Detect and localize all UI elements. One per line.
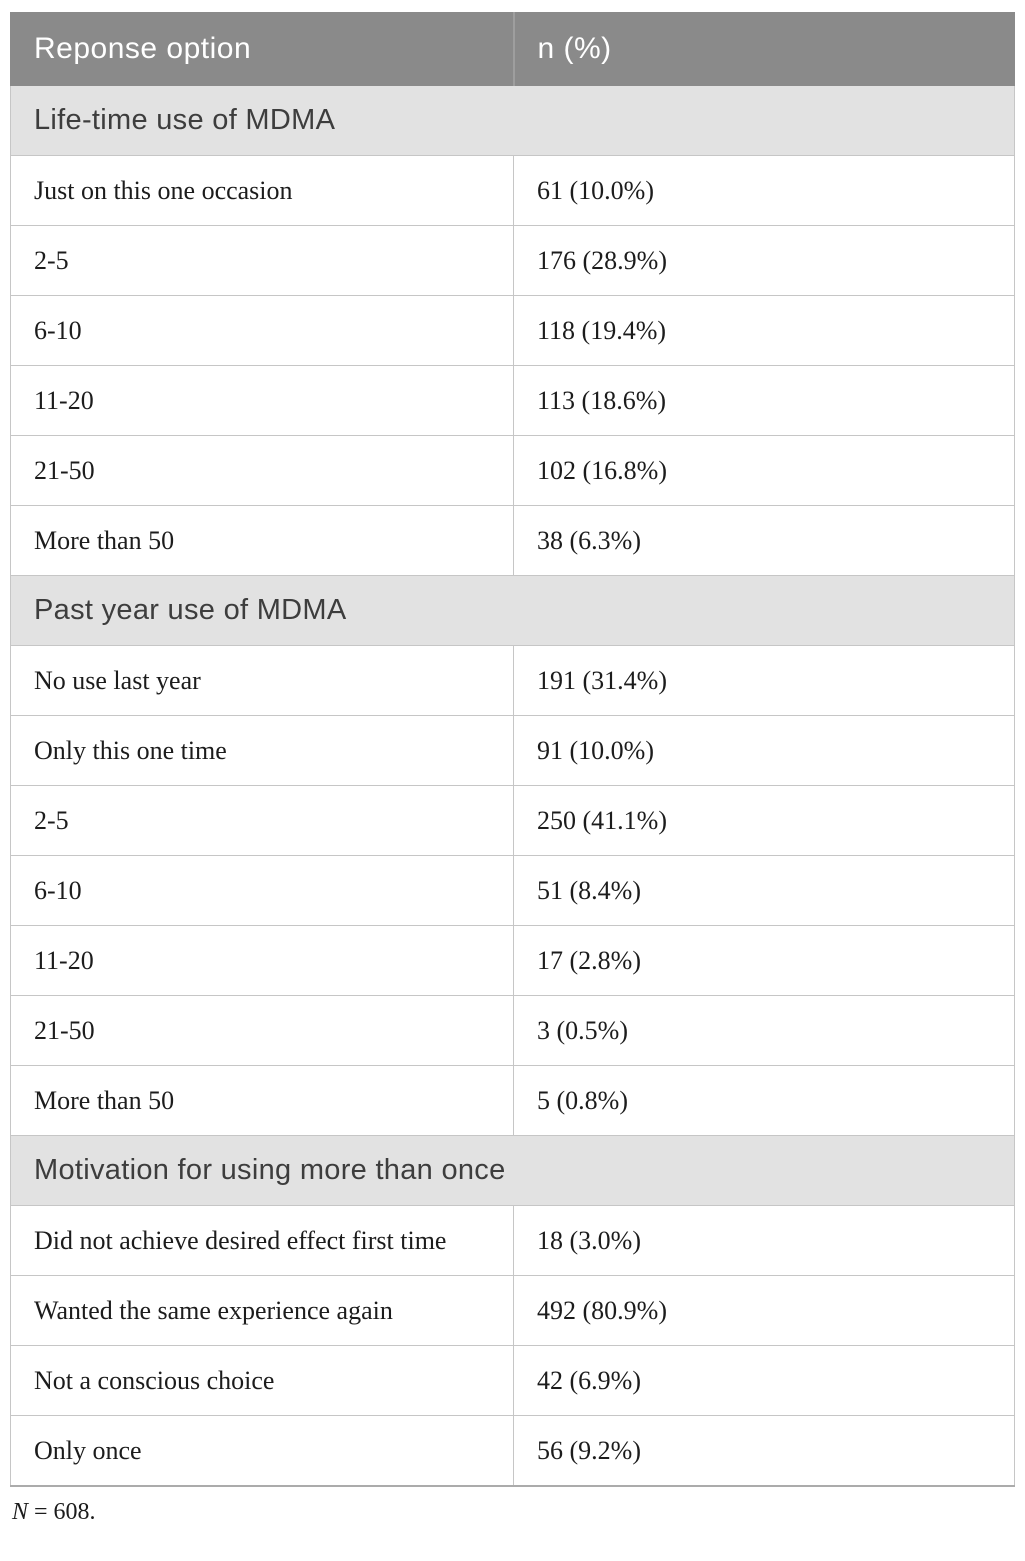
footnote-n-symbol: N [12, 1499, 29, 1525]
row-label: 6-10 [10, 855, 514, 926]
row-label: 11-20 [10, 925, 514, 996]
row-label: 11-20 [10, 365, 514, 436]
row-label: 21-50 [10, 435, 514, 506]
row-label: Only once [10, 1415, 514, 1487]
table-row: Only once 56 (9.2%) [10, 1415, 1015, 1487]
section-title: Motivation for using more than once [10, 1135, 1015, 1206]
table-row: 11-20 113 (18.6%) [10, 365, 1015, 436]
row-label: Not a conscious choice [10, 1345, 514, 1416]
row-value: 102 (16.8%) [513, 435, 1015, 506]
mdma-use-frequency-table-wrap: Reponse option n (%) Life-time use of MD… [10, 12, 1015, 1487]
table-row: 11-20 17 (2.8%) [10, 925, 1015, 996]
table-row: Not a conscious choice 42 (6.9%) [10, 1345, 1015, 1416]
row-label: Wanted the same experience again [10, 1275, 514, 1346]
row-label: More than 50 [10, 1065, 514, 1136]
row-value: 492 (80.9%) [513, 1275, 1015, 1346]
column-header-response-option: Reponse option [10, 12, 515, 86]
table-row: Only this one time 91 (10.0%) [10, 715, 1015, 786]
table-row: 6-10 51 (8.4%) [10, 855, 1015, 926]
table-row: 21-50 3 (0.5%) [10, 995, 1015, 1066]
row-value: 17 (2.8%) [513, 925, 1015, 996]
row-value: 3 (0.5%) [513, 995, 1015, 1066]
row-label: 21-50 [10, 995, 514, 1066]
row-value: 51 (8.4%) [513, 855, 1015, 926]
table-row: Did not achieve desired effect first tim… [10, 1205, 1015, 1276]
table-row: 6-10 118 (19.4%) [10, 295, 1015, 366]
row-value: 38 (6.3%) [513, 505, 1015, 576]
section-header-lifetime-use: Life-time use of MDMA [10, 85, 1015, 156]
section-title: Past year use of MDMA [10, 575, 1015, 646]
section-header-past-year-use: Past year use of MDMA [10, 575, 1015, 646]
table-row: 2-5 250 (41.1%) [10, 785, 1015, 856]
table-header-row: Reponse option n (%) [10, 12, 1015, 86]
row-value: 113 (18.6%) [513, 365, 1015, 436]
row-label: 2-5 [10, 225, 514, 296]
table-row: More than 50 38 (6.3%) [10, 505, 1015, 576]
row-label: No use last year [10, 645, 514, 716]
mdma-use-frequency-table: Reponse option n (%) Life-time use of MD… [10, 12, 1015, 1487]
table-row: Wanted the same experience again 492 (80… [10, 1275, 1015, 1346]
table-row: 21-50 102 (16.8%) [10, 435, 1015, 506]
row-value: 91 (10.0%) [513, 715, 1015, 786]
row-label: 2-5 [10, 785, 514, 856]
row-label: More than 50 [10, 505, 514, 576]
footnote-text: = 608. [28, 1499, 96, 1525]
row-value: 191 (31.4%) [513, 645, 1015, 716]
table-row: No use last year 191 (31.4%) [10, 645, 1015, 716]
row-value: 18 (3.0%) [513, 1205, 1015, 1276]
table-row: More than 50 5 (0.8%) [10, 1065, 1015, 1136]
table-row: 2-5 176 (28.9%) [10, 225, 1015, 296]
section-title: Life-time use of MDMA [10, 85, 1015, 156]
row-value: 250 (41.1%) [513, 785, 1015, 856]
row-label: Just on this one occasion [10, 155, 514, 226]
row-value: 42 (6.9%) [513, 1345, 1015, 1416]
row-label: Did not achieve desired effect first tim… [10, 1205, 514, 1276]
row-label: Only this one time [10, 715, 514, 786]
footnote: N = 608. [12, 1499, 1025, 1526]
column-header-n-percent: n (%) [513, 12, 1015, 86]
row-value: 5 (0.8%) [513, 1065, 1015, 1136]
row-label: 6-10 [10, 295, 514, 366]
row-value: 56 (9.2%) [513, 1415, 1015, 1487]
table-row: Just on this one occasion 61 (10.0%) [10, 155, 1015, 226]
row-value: 118 (19.4%) [513, 295, 1015, 366]
row-value: 176 (28.9%) [513, 225, 1015, 296]
section-header-motivation: Motivation for using more than once [10, 1135, 1015, 1206]
row-value: 61 (10.0%) [513, 155, 1015, 226]
